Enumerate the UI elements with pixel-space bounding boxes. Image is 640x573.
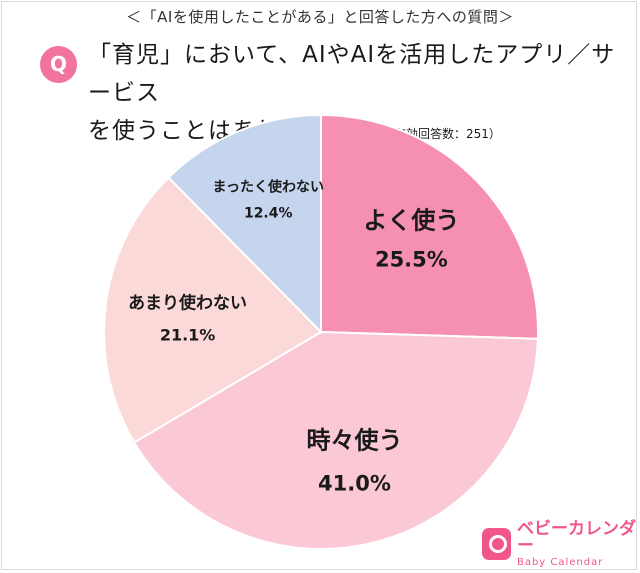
respondent-condition: ＜「AIを使用したことがある」と回答した方への質問＞ bbox=[126, 8, 514, 26]
question-badge: Q bbox=[40, 46, 77, 83]
slice-value-3: 21.1% bbox=[160, 326, 216, 345]
slice-label-2: 時々使う bbox=[306, 426, 402, 454]
logo-subtitle: Baby Calendar bbox=[516, 556, 604, 568]
pie-slice-4 bbox=[167, 113, 322, 335]
slice-value-2: 41.0% bbox=[318, 471, 391, 495]
slice-label-4: まったく使わない bbox=[213, 179, 324, 196]
logo-name: ベビーカレンダー bbox=[516, 518, 636, 556]
question-line-1: 「育児」において、AIやAIを活用したアプリ／サービス bbox=[88, 42, 616, 106]
slice-label-1: よく使う bbox=[363, 206, 459, 234]
slice-value-1: 25.5% bbox=[375, 247, 448, 271]
baby-calendar-logo: ベビーカレンダー Baby Calendar bbox=[482, 518, 640, 567]
slice-value-4: 12.4% bbox=[244, 206, 293, 222]
pie-slices bbox=[103, 113, 539, 550]
pie-slice-3 bbox=[103, 176, 323, 444]
pie-labels: よく使う 25.5% 時々使う 41.0% あまり使わない 21.1% まったく使わない 12… bbox=[128, 179, 459, 496]
slice-label-3: あまり使わない bbox=[128, 293, 247, 314]
calendar-logo-icon bbox=[482, 528, 511, 560]
pie-slice-2 bbox=[132, 330, 539, 550]
pie-slice-1 bbox=[320, 113, 539, 340]
